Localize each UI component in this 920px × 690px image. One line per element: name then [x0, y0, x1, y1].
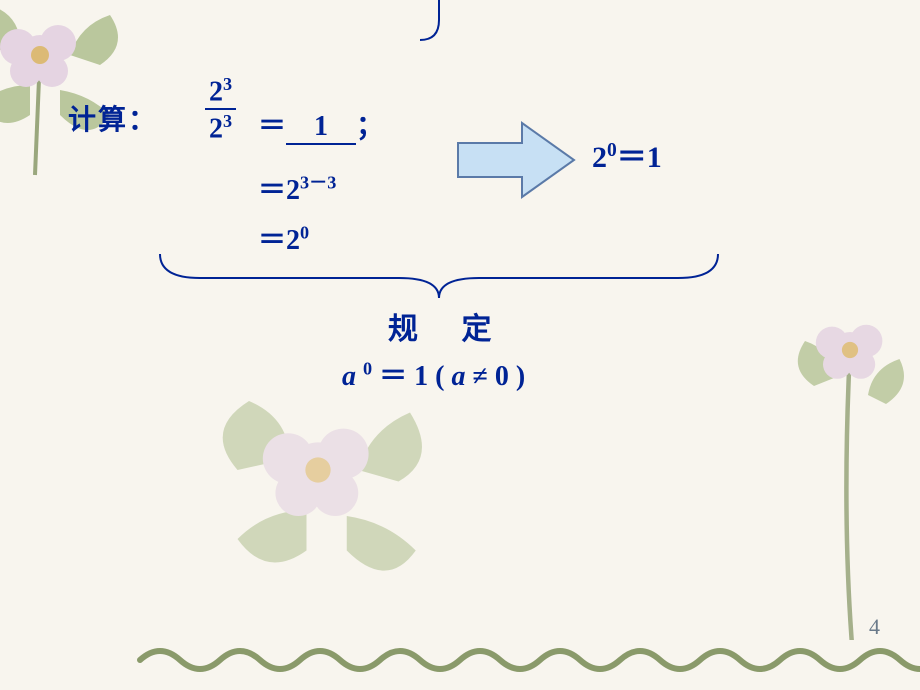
- page-number: 4: [869, 614, 880, 640]
- rule-title: 规 定: [388, 304, 510, 348]
- brace-top: [0, 0, 920, 60]
- arrow-result: 20＝1: [592, 132, 662, 176]
- rule-equation: a 0 ＝ 1 ( a ≠ 0 ): [342, 354, 525, 394]
- fraction: 23 23: [205, 75, 236, 144]
- eq-line2: ＝23－3: [258, 168, 336, 208]
- compute-label: 计算：: [68, 98, 158, 138]
- arrow-icon: [452, 115, 582, 205]
- eq-line1: ＝1；: [258, 104, 384, 145]
- bottom-wave: [0, 630, 920, 690]
